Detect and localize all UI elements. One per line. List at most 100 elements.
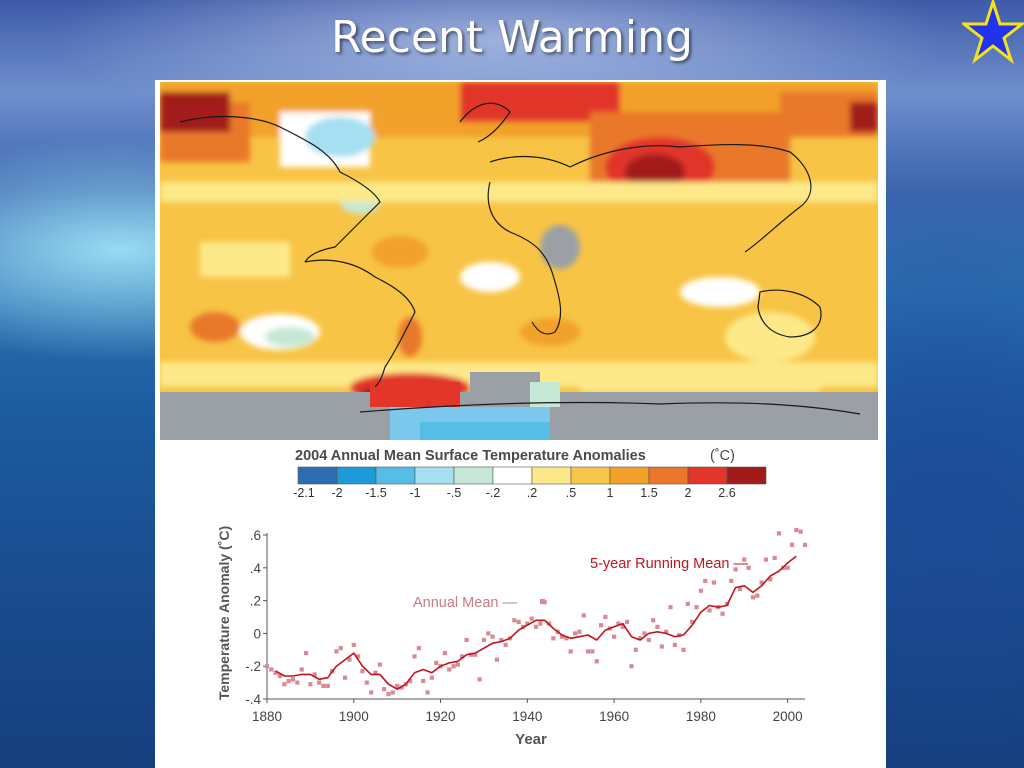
legend-tick-label: 2.6 (718, 486, 735, 500)
annual-mean-point (364, 680, 369, 685)
annual-mean-point (581, 613, 586, 618)
annual-mean-point (620, 624, 625, 629)
annual-mean-label: Annual Mean — (413, 595, 517, 611)
legend-tick-label: 2 (685, 486, 692, 500)
map-title: 2004 Annual Mean Surface Temperature Ano… (295, 448, 646, 464)
annual-mean-point (629, 664, 634, 669)
color-swatch (648, 466, 689, 485)
color-swatch (492, 466, 533, 485)
y-tick-label: -.2 (245, 659, 261, 674)
color-swatch (414, 466, 455, 485)
chart-area: 2004 Annual Mean Surface Temperature Ano… (216, 448, 808, 748)
annual-mean-point (672, 642, 677, 647)
annual-mean-point (369, 690, 374, 695)
annual-mean-point (763, 557, 769, 562)
x-tick-label: 1920 (426, 709, 456, 724)
annual-mean-point (382, 687, 387, 692)
annual-mean-point (494, 657, 500, 662)
annual-mean-point (651, 618, 656, 623)
legend-tick-label: 1 (607, 486, 614, 500)
legend-tick-label: -1.5 (365, 486, 387, 500)
annual-mean-point (490, 634, 495, 639)
legend-tick-label: -.2 (486, 486, 501, 500)
annual-mean-point (720, 611, 725, 616)
y-tick-label: .6 (250, 528, 261, 543)
annual-mean-marker (540, 599, 545, 604)
legend-tick-label: -2 (331, 486, 342, 500)
annual-mean-point (282, 682, 287, 687)
annual-mean-point (321, 683, 326, 688)
annual-mean-point (325, 683, 330, 688)
annual-mean-point (737, 587, 743, 592)
annual-mean-point (559, 634, 565, 639)
annual-mean-point (447, 667, 452, 672)
annual-mean-point (460, 654, 465, 659)
annual-mean-point (707, 608, 712, 613)
annual-mean-point (768, 577, 773, 582)
annual-mean-point (690, 619, 695, 625)
annual-mean-point (603, 614, 608, 620)
annual-mean-point (659, 644, 664, 649)
annual-mean-point (711, 580, 716, 585)
annual-mean-point (533, 624, 539, 629)
x-axis-label: Year (515, 731, 547, 748)
annual-mean-point (733, 567, 738, 572)
annual-mean-point (655, 624, 660, 629)
x-tick-label: 2000 (773, 709, 803, 724)
legend-tick-label: .2 (527, 486, 537, 500)
x-tick-label: 1940 (512, 709, 542, 724)
annual-mean-point (342, 675, 348, 680)
annual-mean-point (316, 680, 322, 685)
figure-panel: 2004 Annual Mean Surface Temperature Ano… (155, 80, 886, 768)
annual-mean-point (464, 637, 469, 643)
annual-mean-point (525, 621, 530, 626)
annual-mean-point (455, 662, 461, 667)
annual-mean-point (390, 690, 395, 695)
annual-mean-point (572, 631, 578, 636)
annual-mean-point (373, 670, 378, 675)
x-tick-label: 1900 (339, 709, 369, 724)
line-chart: -.4 -.2 0 .2 .4 .6 1880 1900 1920 1940 1960 1980 200… (216, 526, 808, 748)
annual-mean-point (594, 659, 599, 664)
annual-mean-point (356, 654, 361, 659)
annual-mean-point (299, 667, 304, 672)
y-axis-label: Temperature Anomaly (˚C) (216, 526, 232, 700)
legend-tick-label: -2.1 (293, 486, 315, 500)
annual-mean-point (334, 649, 339, 654)
slide-title: Recent Warming (331, 12, 693, 63)
annual-mean-point (412, 654, 417, 659)
annual-mean-point (499, 637, 504, 643)
annual-mean-point (703, 578, 708, 584)
annual-mean-point (421, 678, 426, 684)
annual-mean-point (568, 649, 573, 654)
color-swatch (687, 466, 728, 485)
annual-mean-point (633, 647, 638, 652)
annual-mean-point (442, 650, 447, 656)
annual-mean-point (529, 616, 534, 621)
annual-mean-point (664, 629, 669, 634)
annual-mean-point (286, 678, 291, 684)
annual-mean-point (481, 637, 487, 643)
annual-mean-point (598, 623, 604, 628)
color-swatch (336, 466, 377, 485)
annual-mean-point (585, 649, 591, 654)
annual-mean-point (312, 672, 317, 677)
legend-tick-label: 1.5 (640, 486, 657, 500)
annual-mean-point (785, 565, 790, 570)
annual-mean-point (776, 531, 782, 536)
annual-mean-point (789, 542, 795, 547)
annual-mean-point (794, 527, 799, 533)
color-swatch (726, 466, 767, 485)
annual-mean-point (503, 642, 508, 647)
annual-mean-point (295, 680, 300, 685)
annual-mean-point (290, 677, 296, 682)
annual-mean-point (269, 667, 274, 672)
annual-mean-point (360, 669, 365, 674)
annual-mean-point (577, 629, 582, 634)
legend-tick-label: .5 (566, 486, 576, 500)
annual-mean-point (590, 649, 595, 654)
annual-mean-point (425, 690, 430, 695)
annual-mean-point (351, 642, 356, 647)
annual-mean-point (685, 601, 690, 606)
running-mean-line (275, 555, 797, 690)
